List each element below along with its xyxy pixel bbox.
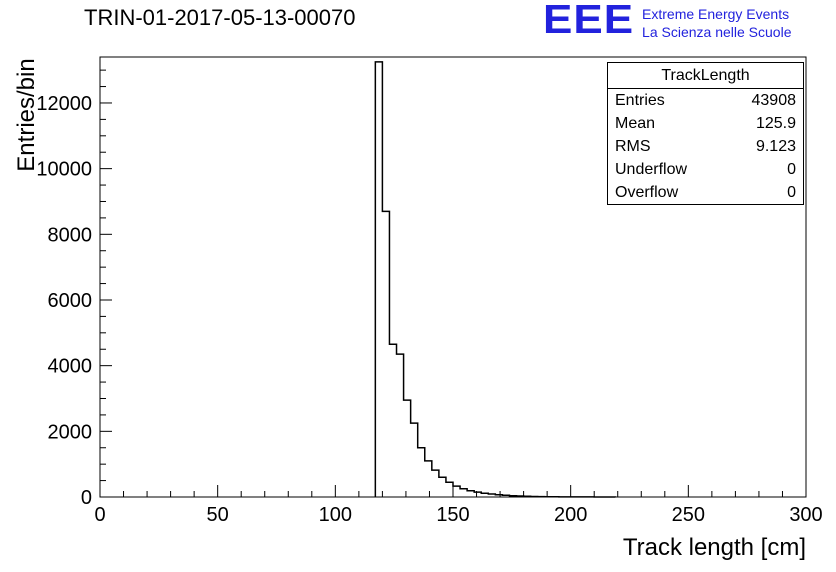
x-axis-tick-labels: 0 50 100 150 200 250 300 <box>94 504 822 526</box>
stats-label: Overflow <box>615 184 679 201</box>
y-axis-tick-labels: 0 2000 4000 6000 8000 10000 12000 <box>36 93 92 509</box>
svg-text:12000: 12000 <box>36 93 92 115</box>
stats-box-title: TrackLength <box>608 63 803 89</box>
svg-text:6000: 6000 <box>48 290 93 312</box>
stats-row-underflow: Underflow 0 <box>608 158 803 181</box>
plot-title: TRIN-01-2017-05-13-00070 <box>84 5 356 30</box>
eee-logo-line2: La Scienza nelle Scuole <box>642 24 792 40</box>
svg-text:300: 300 <box>789 504 822 526</box>
svg-text:2000: 2000 <box>48 421 93 443</box>
stats-row-entries: Entries 43908 <box>608 89 803 112</box>
svg-text:150: 150 <box>436 504 469 526</box>
svg-text:0: 0 <box>94 504 105 526</box>
stats-value: 0 <box>787 161 796 178</box>
svg-text:8000: 8000 <box>48 224 93 246</box>
histogram-outline <box>374 61 617 498</box>
stats-label: RMS <box>615 138 651 155</box>
svg-text:10000: 10000 <box>36 159 92 181</box>
stats-value: 0 <box>787 184 796 201</box>
eee-logo-text: EEE <box>543 0 635 43</box>
stats-value: 125.9 <box>755 115 796 132</box>
eee-logo-line1: Extreme Energy Events <box>642 6 790 22</box>
svg-text:0: 0 <box>81 487 92 509</box>
y-axis-ticks <box>100 69 112 498</box>
svg-text:100: 100 <box>319 504 352 526</box>
svg-text:4000: 4000 <box>48 356 93 378</box>
svg-text:200: 200 <box>554 504 587 526</box>
eee-logo-subtitle: Extreme Energy Events La Scienza nelle S… <box>642 5 791 41</box>
x-axis-title: Track length [cm] <box>622 534 806 561</box>
stats-row-overflow: Overflow 0 <box>608 181 803 204</box>
stats-label: Underflow <box>615 161 688 178</box>
svg-text:50: 50 <box>207 504 229 526</box>
stats-row-rms: RMS 9.123 <box>608 135 803 158</box>
y-axis-title: Entries/bin <box>13 58 40 172</box>
stats-label: Mean <box>615 115 656 132</box>
stats-value: 43908 <box>751 92 797 109</box>
stats-box: TrackLength Entries 43908 Mean 125.9 RMS… <box>607 62 804 205</box>
stats-value: 9.123 <box>755 138 796 155</box>
eee-logo: EEE Extreme Energy Events La Scienza nel… <box>543 0 791 44</box>
stats-row-mean: Mean 125.9 <box>608 112 803 135</box>
stats-label: Entries <box>615 92 665 109</box>
svg-text:250: 250 <box>672 504 705 526</box>
x-axis-ticks <box>99 485 807 497</box>
